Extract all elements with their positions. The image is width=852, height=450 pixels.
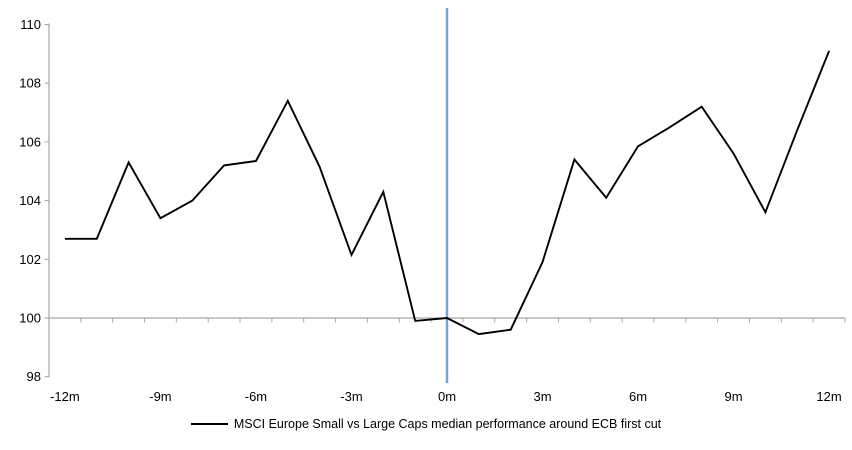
x-axis-label: 0m xyxy=(438,389,456,404)
x-axis-label: 3m xyxy=(533,389,551,404)
x-axis-label: 12m xyxy=(816,389,841,404)
y-axis-label: 98 xyxy=(27,369,41,384)
y-axis-label: 100 xyxy=(19,311,41,326)
x-axis-label: 9m xyxy=(725,389,743,404)
x-axis-label: -12m xyxy=(50,389,80,404)
y-axis-label: 108 xyxy=(19,76,41,91)
legend: MSCI Europe Small vs Large Caps median p… xyxy=(0,417,852,431)
y-axis-label: 110 xyxy=(20,17,41,32)
y-axis-label: 104 xyxy=(19,193,41,208)
y-axis-label: 106 xyxy=(19,134,41,149)
series-line xyxy=(64,50,830,336)
x-axis-label: -3m xyxy=(340,389,362,404)
x-axis-label: -6m xyxy=(245,389,267,404)
legend-label: MSCI Europe Small vs Large Caps median p… xyxy=(233,417,662,431)
y-axis-label: 102 xyxy=(19,252,41,267)
legend-line-marker xyxy=(190,423,228,425)
x-axis-label: 6m xyxy=(629,389,647,404)
x-axis-label: -9m xyxy=(149,389,171,404)
